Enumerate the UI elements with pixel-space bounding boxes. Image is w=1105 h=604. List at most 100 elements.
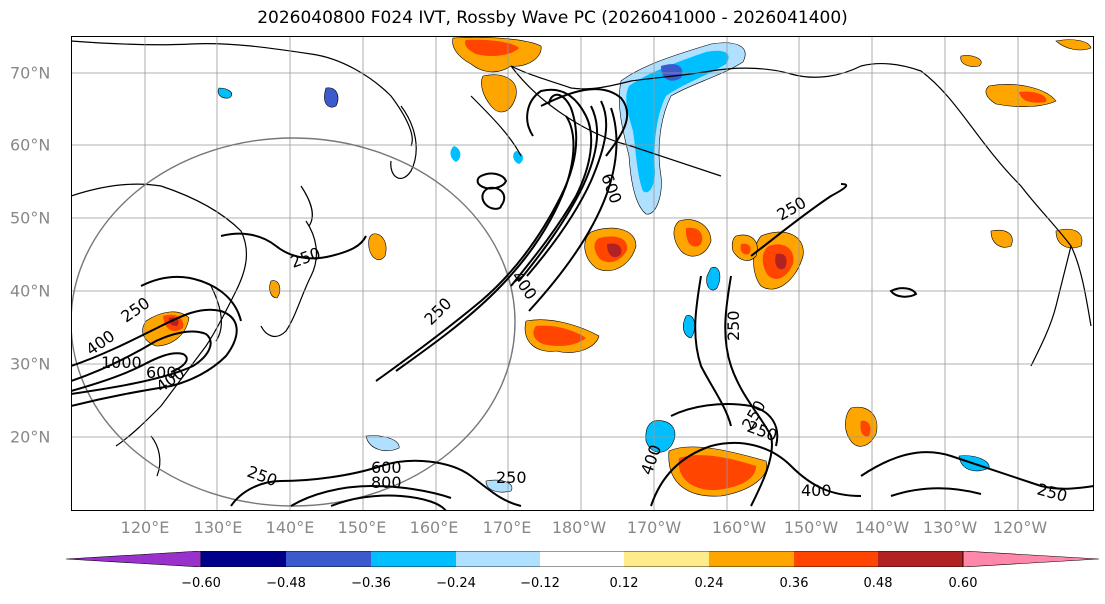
- lon-label: 150°E: [337, 518, 387, 537]
- anomaly-patch: [365, 435, 400, 451]
- lon-label: 140°W: [854, 518, 910, 537]
- lat-label-60n: 60°N: [10, 135, 51, 155]
- ivt-contour: [71, 330, 212, 395]
- ivt-contour: [889, 287, 918, 298]
- anomaly-patch: [368, 233, 387, 260]
- colorbar-tick-label: 0.60: [948, 576, 978, 591]
- lon-label: 170°W: [626, 518, 682, 537]
- ivt-contour: [220, 232, 367, 260]
- ivt-contour: [71, 308, 238, 407]
- lat-label-70n: 70°N: [10, 63, 51, 83]
- anomaly-patch: [513, 151, 523, 164]
- lon-label: 130°W: [922, 518, 978, 537]
- contour-label: 800: [371, 473, 402, 492]
- lon-label: 120°W: [992, 518, 1048, 537]
- chart-title: 2026040800 F024 IVT, Rossby Wave PC (202…: [257, 8, 848, 28]
- ivt-contour: [140, 275, 242, 322]
- ivt-contour: [650, 442, 862, 507]
- colorbar-tick-label: 0.48: [863, 576, 893, 591]
- colorbar-segment: [540, 551, 624, 567]
- colorbar-segment: [66, 551, 202, 567]
- map-panel: 250 400 600 250 250 250 250 250 400 600 …: [71, 36, 1094, 511]
- colorbar-segment: [878, 551, 963, 567]
- anomaly-patch: [645, 420, 676, 453]
- contour-label: 400: [801, 481, 832, 500]
- ivt-contour: [230, 459, 522, 507]
- anomaly-patch: [626, 50, 729, 193]
- coastline-siberia: [71, 40, 413, 147]
- lat-label-20n: 20°N: [10, 427, 51, 447]
- ivt-contours: [71, 88, 1094, 511]
- anomaly-patch: [1055, 228, 1083, 249]
- colorbar-tick-label: −0.12: [520, 576, 560, 591]
- contour-label: 600: [371, 458, 402, 477]
- anomaly-patch: [860, 420, 871, 437]
- colorbar-segment: [456, 551, 540, 567]
- anomaly-patch: [485, 479, 513, 493]
- anomaly-fill-layer: [142, 36, 1092, 497]
- ivt-contour: [890, 487, 982, 497]
- contour-label: 250: [724, 310, 743, 341]
- anomaly-patch: [607, 243, 622, 258]
- anomaly-patch: [706, 266, 721, 291]
- anomaly-patch: [450, 146, 461, 162]
- colorbar-segment: [286, 551, 371, 567]
- ivt-contour: [694, 275, 732, 427]
- anomaly-patch: [324, 87, 339, 108]
- lon-label: 160°W: [711, 518, 767, 537]
- colorbar-segment: [371, 551, 456, 567]
- ivt-contour: [540, 88, 629, 157]
- ivt-contour: [670, 403, 779, 447]
- coastline-sakhalin: [300, 185, 313, 227]
- contour-label: 250: [245, 462, 280, 490]
- colorbar-tick-label: −0.60: [181, 576, 221, 591]
- ivt-contour: [860, 451, 1094, 490]
- colorbar-tick-label: −0.24: [436, 576, 476, 591]
- contour-label: 250: [1035, 480, 1069, 506]
- ivt-contour: [518, 105, 599, 282]
- colorbar-segment: [624, 551, 709, 567]
- anomaly-patch: [990, 229, 1013, 248]
- anomaly-patch: [682, 315, 696, 339]
- lon-label: 150°W: [783, 518, 839, 537]
- colorbar-segment: [794, 551, 878, 567]
- coastline-korea: [210, 285, 223, 342]
- anomaly-patch: [678, 455, 756, 491]
- ivt-contour: [528, 107, 618, 312]
- contour-label: 400: [637, 442, 665, 477]
- colorbar-tick-label: 0.12: [609, 576, 639, 591]
- lon-label: 130°E: [193, 518, 243, 537]
- colorbar-tick-label: −0.36: [351, 576, 391, 591]
- anomaly-patch: [465, 39, 519, 56]
- ivt-contour: [375, 93, 578, 382]
- colorbar-tick-label: 0.36: [779, 576, 809, 591]
- anomaly-patch: [775, 253, 787, 270]
- anomaly-patch: [269, 280, 281, 299]
- lon-label: 140°E: [265, 518, 315, 537]
- lon-label: 180°W: [551, 518, 607, 537]
- anomaly-patch: [740, 243, 751, 255]
- map-svg: 250 400 600 250 250 250 250 250 400 600 …: [71, 36, 1094, 511]
- colorbar-outline: [200, 551, 964, 567]
- contour-label: 250: [496, 468, 527, 487]
- lat-label-30n: 30°N: [10, 354, 51, 374]
- colorbar-segment: [962, 551, 1099, 567]
- coastline-kamchatka: [390, 105, 417, 179]
- ivt-contour: [395, 115, 575, 372]
- anomaly-patch: [1055, 39, 1092, 51]
- ivt-contour: [510, 88, 593, 287]
- lon-label: 170°E: [482, 518, 532, 537]
- contour-label: 250: [774, 193, 810, 225]
- colorbar-tick-label: −0.48: [266, 576, 306, 591]
- ivt-contour: [330, 494, 447, 511]
- coastline-bering: [470, 95, 522, 157]
- lat-label-50n: 50°N: [10, 208, 51, 228]
- contour-label: 600: [146, 363, 177, 382]
- anomaly-patch: [1019, 91, 1047, 103]
- coastline-na-west: [1030, 245, 1072, 367]
- coastline-japan: [260, 220, 318, 338]
- lon-label: 120°E: [120, 518, 170, 537]
- coastline-philippines: [150, 435, 161, 477]
- lat-label-40n: 40°N: [10, 281, 51, 301]
- contour-label: 250: [420, 294, 455, 329]
